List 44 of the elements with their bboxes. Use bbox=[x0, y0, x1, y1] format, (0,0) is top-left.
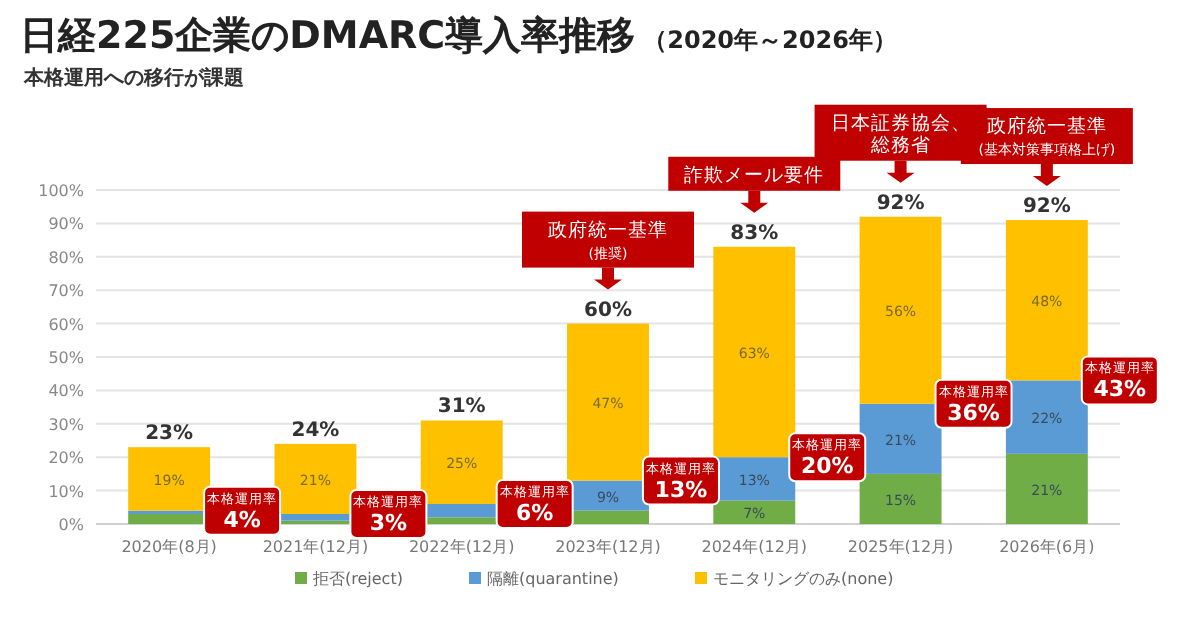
bar bbox=[713, 246, 796, 458]
callout: 詐欺メール要件 bbox=[668, 156, 841, 213]
bar bbox=[859, 473, 942, 524]
total-label: 60% bbox=[584, 299, 632, 322]
chart-subtitle: （2020年～2026年） bbox=[643, 26, 897, 54]
total-label: 24% bbox=[291, 419, 340, 442]
x-tick-label: 2024年(12月) bbox=[701, 538, 808, 556]
legend-label: 隔離(quarantine) bbox=[487, 570, 619, 588]
y-tick-label: 30% bbox=[48, 415, 85, 434]
y-tick-label: 60% bbox=[48, 315, 85, 334]
y-tick-label: 100% bbox=[38, 182, 85, 200]
y-tick-label: 40% bbox=[48, 382, 85, 401]
x-tick-label: 2026年(6月) bbox=[999, 538, 1095, 556]
bar bbox=[713, 500, 796, 524]
total-label: 83% bbox=[730, 222, 779, 245]
chart-title: 日経225企業のDMARC導入率推移 bbox=[20, 14, 636, 58]
bar bbox=[1005, 220, 1088, 381]
x-tick-label: 2025年(12月) bbox=[847, 538, 954, 556]
y-tick-label: 90% bbox=[48, 215, 85, 234]
bar bbox=[1005, 453, 1088, 524]
y-tick-label: 50% bbox=[48, 349, 85, 367]
y-tick-label: 70% bbox=[48, 282, 85, 301]
bar bbox=[567, 323, 649, 481]
y-tick-label: 80% bbox=[48, 248, 85, 267]
total-label: 23% bbox=[145, 423, 194, 446]
total-label: 31% bbox=[437, 396, 486, 419]
bar bbox=[859, 216, 942, 404]
x-tick-label: 2021年(12月) bbox=[262, 538, 369, 556]
bar bbox=[128, 447, 211, 511]
total-label: 92% bbox=[1022, 196, 1071, 219]
x-tick-label: 2022年(12月) bbox=[408, 538, 515, 556]
y-tick-label: 0% bbox=[58, 516, 85, 534]
bar bbox=[274, 443, 357, 514]
bar bbox=[1005, 380, 1088, 454]
bar bbox=[420, 420, 503, 504]
text: 本格運用への移行が課題 bbox=[22, 66, 244, 90]
y-tick-label: 10% bbox=[48, 482, 85, 501]
x-tick-label: 2020年(8月) bbox=[121, 538, 217, 556]
x-tick-label: 2023年(12月) bbox=[555, 538, 661, 556]
legend-label: モニタリングのみ(none) bbox=[713, 570, 894, 588]
total-label: 92% bbox=[876, 192, 925, 215]
bar bbox=[859, 403, 942, 474]
legend-label: 拒否(reject) bbox=[311, 570, 403, 588]
y-tick-label: 20% bbox=[48, 449, 85, 468]
